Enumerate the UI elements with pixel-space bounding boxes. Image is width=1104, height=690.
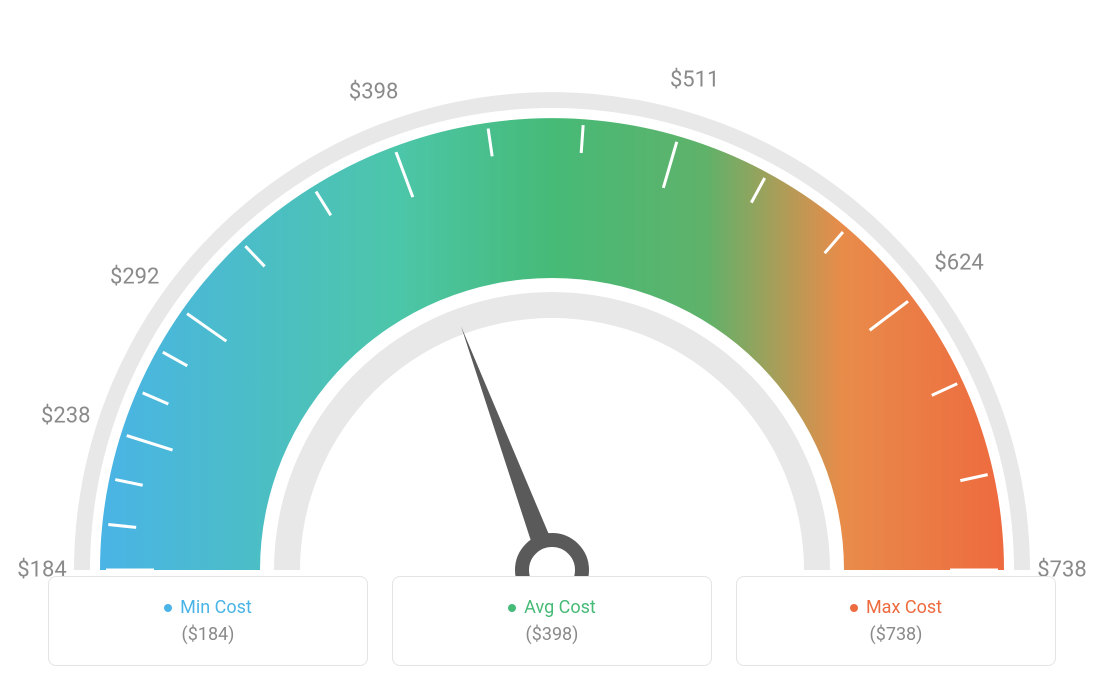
gauge-tick-label: $238 — [41, 404, 90, 429]
card-title-row: Max Cost — [850, 597, 942, 618]
gauge-svg — [0, 40, 1104, 600]
max-cost-value: ($738) — [870, 624, 923, 645]
gauge-tick-label: $398 — [349, 80, 398, 105]
avg-dot-icon — [508, 604, 516, 612]
avg-cost-card: Avg Cost ($398) — [392, 576, 712, 666]
gauge-chart: $184$238$292$398$511$624$738 — [0, 0, 1104, 560]
max-cost-label: Max Cost — [866, 597, 942, 618]
avg-cost-label: Avg Cost — [524, 597, 596, 618]
gauge-tick-label: $292 — [110, 264, 159, 289]
min-cost-label: Min Cost — [180, 597, 252, 618]
min-cost-value: ($184) — [182, 624, 235, 645]
gauge-tick-label: $624 — [934, 250, 983, 275]
card-title-row: Min Cost — [164, 597, 252, 618]
gauge-tick-label: $511 — [670, 68, 719, 93]
min-cost-card: Min Cost ($184) — [48, 576, 368, 666]
card-title-row: Avg Cost — [508, 597, 596, 618]
max-cost-card: Max Cost ($738) — [736, 576, 1056, 666]
min-dot-icon — [164, 604, 172, 612]
summary-cards-row: Min Cost ($184) Avg Cost ($398) Max Cost… — [48, 576, 1056, 666]
max-dot-icon — [850, 604, 858, 612]
avg-cost-value: ($398) — [526, 624, 579, 645]
